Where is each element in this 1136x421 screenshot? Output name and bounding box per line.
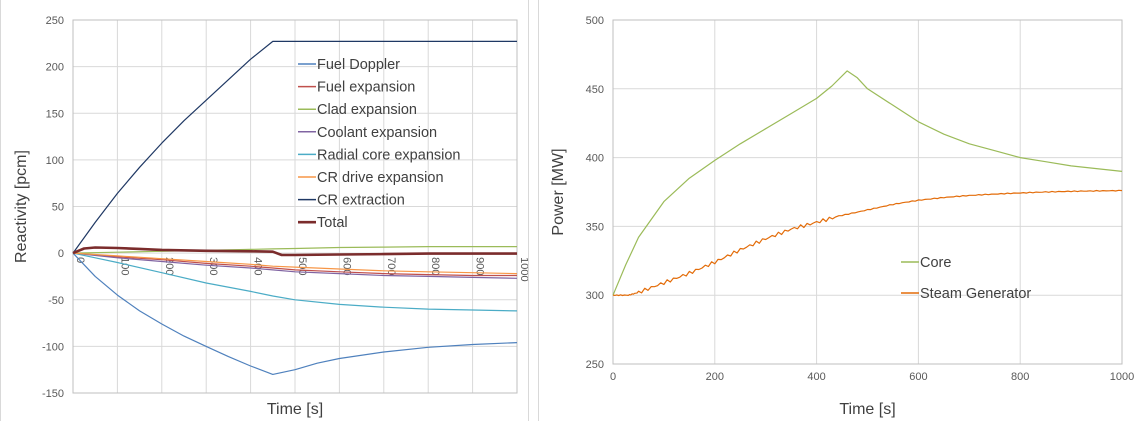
series-line-steam-generator	[612, 189, 1123, 297]
y-tick-label: 150	[46, 108, 64, 120]
series-line-clad-expansion	[72, 246, 517, 254]
series-line-fuel-doppler	[72, 252, 518, 375]
x-axis-title: Time [s]	[267, 401, 323, 418]
series-line-coolant-expansion	[72, 252, 518, 279]
plot-area-frame	[72, 19, 518, 394]
x-tick-label: 1000	[518, 257, 528, 281]
x-tick-label: 1000	[1110, 371, 1134, 383]
legend-label: CR extraction	[317, 193, 405, 209]
legend-label: Core	[920, 255, 951, 271]
x-tick-label: 800	[429, 257, 441, 275]
y-tick-label: -50	[48, 295, 64, 307]
y-tick-label: 400	[586, 153, 604, 165]
y-tick-label: 250	[46, 15, 64, 27]
y-tick-label: 200	[46, 62, 64, 74]
y-axis-title: Power [MW]	[550, 148, 567, 235]
y-tick-label: 0	[58, 248, 64, 260]
x-tick-label: 200	[706, 371, 724, 383]
legend-label: CR drive expansion	[317, 170, 444, 186]
series-line-cr-extraction	[72, 40, 517, 254]
x-tick-label: 0	[610, 371, 616, 383]
series-line-radial-core-expansion	[72, 252, 518, 312]
y-axis-title: Reactivity [pcm]	[13, 150, 30, 263]
plot-area-frame	[612, 19, 1123, 365]
series-line-total	[72, 246, 517, 257]
y-tick-label: -100	[42, 341, 64, 353]
x-tick-label: 800	[1011, 371, 1029, 383]
y-tick-label: 350	[586, 221, 604, 233]
y-tick-label: 450	[586, 84, 604, 96]
series-line-cr-drive-expansion	[72, 252, 518, 275]
legend-label: Fuel Doppler	[317, 57, 400, 73]
x-tick-label: 400	[807, 371, 825, 383]
y-tick-label: 50	[52, 202, 64, 214]
y-tick-label: -150	[42, 388, 64, 400]
x-tick-label: 100	[118, 257, 130, 275]
x-tick-label: 600	[909, 371, 927, 383]
legend: Fuel Doppler Fuel expansion Clad expansion…	[298, 57, 460, 231]
reactivity-chart-panel: 250 200 150 100 50 0 -50 -100 -150 0 100 200 300 400 5…	[0, 0, 529, 421]
y-tick-label: 500	[586, 15, 604, 27]
legend-label: Coolant expansion	[317, 125, 437, 141]
x-tick-label: 700	[385, 257, 397, 275]
x-axis-title: Time [s]	[839, 401, 895, 418]
power-chart-panel: 500 450 400 350 300 250 0 200 400 600 800 1000 Time …	[538, 0, 1136, 421]
legend-label: Fuel expansion	[317, 80, 415, 96]
y-tick-label: 300	[586, 290, 604, 302]
x-tick-label: 900	[474, 257, 486, 275]
y-tick-label: 250	[586, 359, 604, 371]
legend-label: Steam Generator	[920, 286, 1031, 302]
y-tick-label: 100	[46, 155, 64, 167]
series-line-core	[612, 70, 1123, 296]
legend-label: Radial core expansion	[317, 147, 460, 163]
x-tick-label: 600	[340, 257, 352, 275]
series-line-fuel-expansion	[72, 252, 517, 277]
legend-label: Total	[317, 215, 348, 231]
legend: Core Steam Generator	[901, 255, 1031, 302]
legend-label: Clad expansion	[317, 102, 417, 118]
power-chart: 500 450 400 350 300 250 0 200 400 600 800 1000 Time …	[550, 15, 1134, 418]
